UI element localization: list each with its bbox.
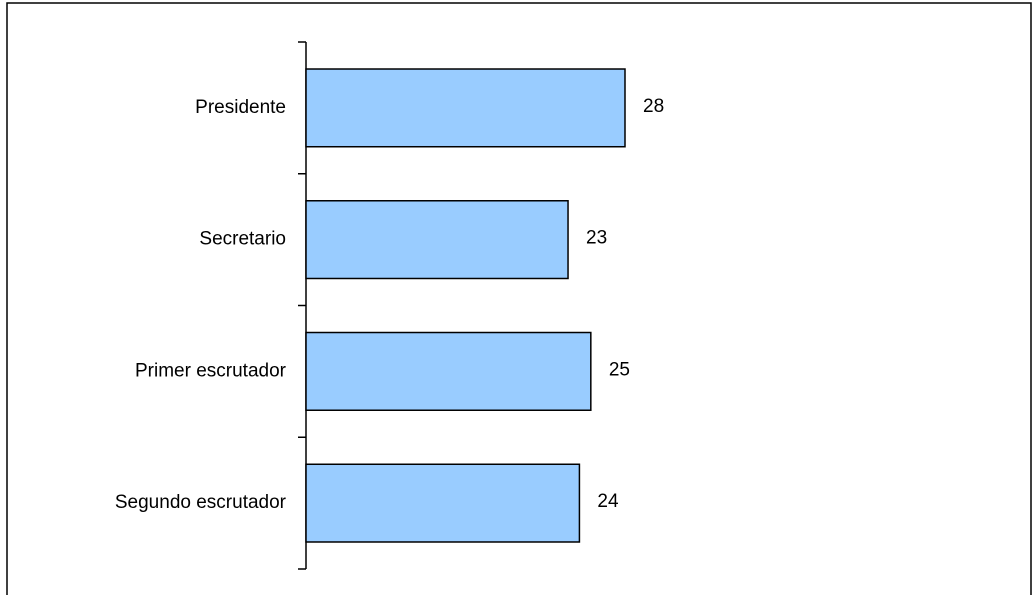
category-label: Secretario (199, 229, 286, 250)
bar-segundo-escrutador (305, 463, 581, 543)
category-label: Primer escrutador (135, 360, 287, 381)
data-label: 24 (597, 491, 619, 512)
category-label: Segundo escrutador (115, 492, 287, 513)
data-label: 25 (609, 359, 630, 380)
data-label: 23 (586, 228, 607, 249)
category-label: Presidente (195, 97, 286, 118)
bar-secretario (305, 200, 569, 280)
bar-presidente (305, 68, 626, 148)
bar-primer-escrutador (305, 331, 592, 411)
data-label: 28 (643, 96, 664, 117)
